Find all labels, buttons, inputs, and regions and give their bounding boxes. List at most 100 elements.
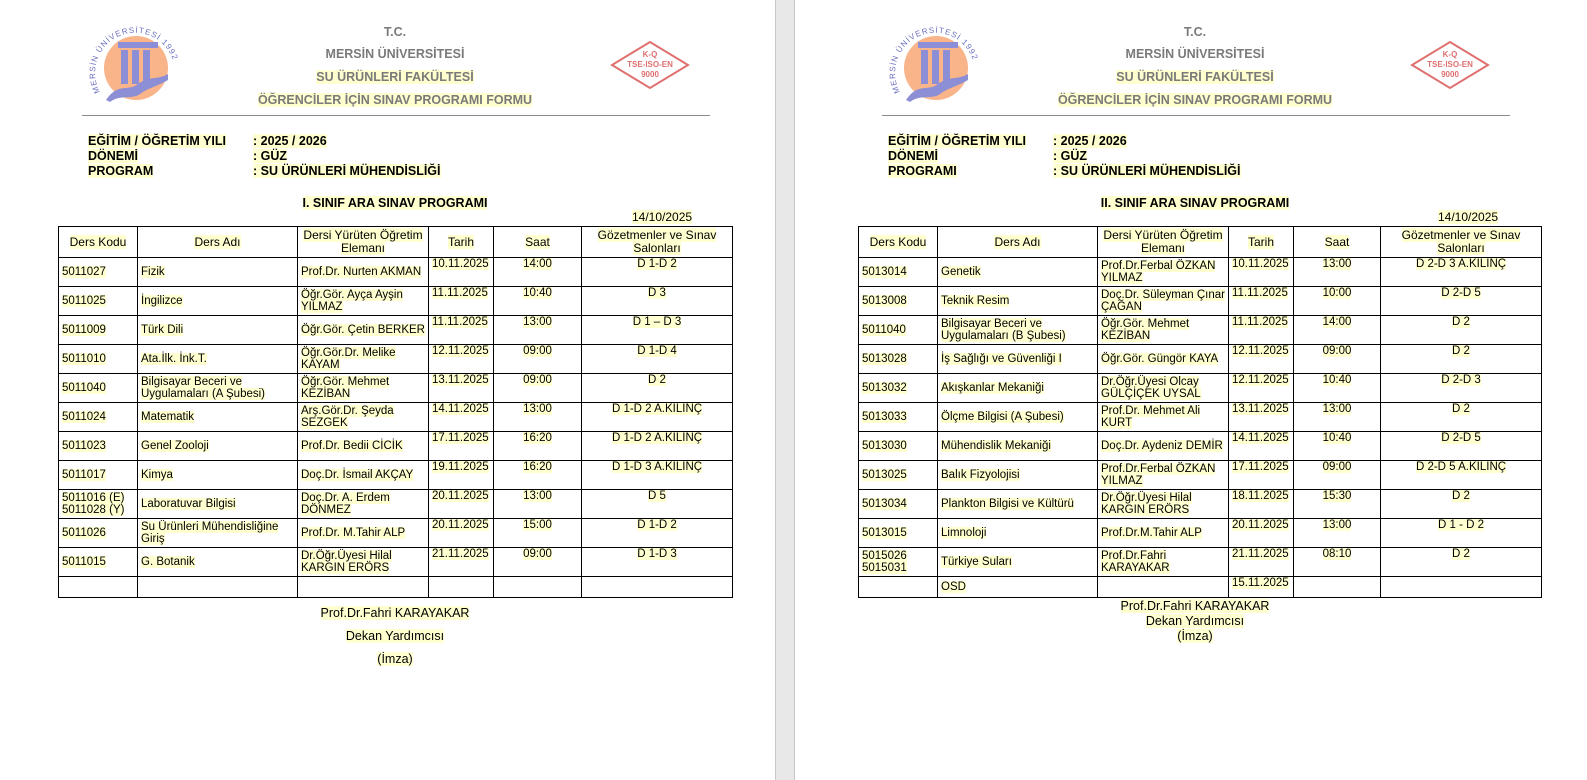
cell-instructor: Prof.Dr.Fahri KARAYAKAR	[1097, 547, 1229, 577]
cell-course-name: Laboratuvar Bilgisi	[137, 489, 298, 519]
cell-time: 16:20	[493, 460, 582, 490]
cell-date: 20.11.2025	[428, 518, 494, 548]
column-header-course-code: Ders Kodu	[858, 226, 938, 258]
info-label: PROGRAM	[88, 164, 154, 178]
cell-instructor	[1097, 576, 1229, 598]
cell-time: 13:00	[493, 315, 582, 345]
cell-time	[493, 576, 582, 598]
cell-date: 20.11.2025	[428, 489, 494, 519]
cell-time: 10:40	[1293, 431, 1381, 461]
svg-text:TSE-ISO-EN: TSE-ISO-EN	[1427, 60, 1473, 69]
cell-proctors-rooms: D 2-D 3	[1380, 373, 1542, 403]
cell-time: 09:00	[493, 373, 582, 403]
cell-date: 15.11.2025	[1228, 576, 1294, 598]
header-tc: T.C.	[383, 25, 407, 39]
university-logo: MERSİN ÜNİVERSİTESİ 1992	[88, 26, 179, 102]
cell-proctors-rooms: D 1-D 2 A.KILINÇ	[581, 402, 733, 432]
cell-instructor: Prof.Dr.Ferbal ÖZKAN YILMAZ	[1097, 257, 1229, 287]
cell-date: 11.11.2025	[428, 286, 494, 316]
svg-text:9000: 9000	[1441, 70, 1459, 79]
cell-instructor: Öğr.Gör. Çetin BERKER	[297, 315, 429, 345]
cell-instructor: Dr.Öğr.Üyesi Hilal KARGIN ERÖRS	[1097, 489, 1229, 519]
table-row: 5011015 G. Botanik Dr.Öğr.Üyesi Hilal KARG…	[58, 547, 733, 577]
cell-course-code: 5011017	[58, 460, 138, 490]
signature-role: Dekan Yardımcısı	[1145, 614, 1245, 628]
cell-instructor: Öğr.Gör. Güngör KAYA	[1097, 344, 1229, 374]
page-gap	[775, 0, 795, 780]
header-university: MERSİN ÜNİVERSİTESİ	[325, 47, 465, 61]
table-row: 5013032 Akışkanlar Mekaniği Dr.Öğr.Üyesi O…	[858, 373, 1542, 403]
cell-proctors-rooms: D 1-D 2 A.KILINÇ	[581, 431, 733, 461]
cell-course-code: 5011010	[58, 344, 138, 374]
cell-course-name: Mühendislik Mekaniği	[937, 431, 1098, 461]
cell-instructor: Öğr.Gör. Ayça Ayşin YILMAZ	[297, 286, 429, 316]
document-page: MERSİN ÜNİVERSİTESİ 1992 T.C. MERSİN ÜNİ…	[795, 0, 1587, 780]
cell-course-name: Teknik Resim	[937, 286, 1098, 316]
cell-course-code: 5011016 (E) 5011028 (Y)	[58, 489, 138, 519]
cell-course-code: 5011025	[58, 286, 138, 316]
cell-time: 10:00	[1293, 286, 1381, 316]
cell-time: 09:00	[1293, 344, 1381, 374]
signature-role: Dekan Yardımcısı	[345, 629, 445, 643]
cell-date: 19.11.2025	[428, 460, 494, 490]
cell-course-name: Akışkanlar Mekaniği	[937, 373, 1098, 403]
cell-course-code: 5011040	[58, 373, 138, 403]
cell-course-name: Bilgisayar Beceri ve Uygulamaları (A Şub…	[137, 373, 298, 403]
cell-course-name: G. Botanik	[137, 547, 298, 577]
cell-proctors-rooms: D 2	[1380, 344, 1542, 374]
table-row: 5013014 Genetik Prof.Dr.Ferbal ÖZKAN YILMA…	[858, 257, 1542, 287]
cell-date: 14.11.2025	[1228, 431, 1294, 461]
table-row: 5011023 Genel Zooloji Prof.Dr. Bedii CİCİK…	[58, 431, 733, 461]
cell-course-code: 5013025	[858, 460, 938, 490]
info-value: : GÜZ	[1053, 149, 1088, 163]
cell-date: 11.11.2025	[428, 315, 494, 345]
cell-course-name: Türk Dili	[137, 315, 298, 345]
cell-time: 10:40	[1293, 373, 1381, 403]
table-header-row: Ders Kodu Ders Adı Dersi Yürüten Öğretim E…	[58, 226, 733, 258]
cell-course-name: Matematik	[137, 402, 298, 432]
cell-date: 12.11.2025	[1228, 373, 1294, 403]
cell-instructor: Prof.Dr. M.Tahir ALP	[297, 518, 429, 548]
document-page: MERSİN ÜNİVERSİTESİ 1992 T.C. MERSİN ÜNİ…	[0, 0, 775, 780]
cell-course-code: 5015026 5015031	[858, 547, 938, 577]
cell-course-code: 5013028	[858, 344, 938, 374]
signature-name: Prof.Dr.Fahri KARAYAKAR	[320, 606, 470, 620]
cell-time: 15:00	[493, 518, 582, 548]
cell-instructor: Prof.Dr. Mehmet Ali KURT	[1097, 402, 1229, 432]
header-university: MERSİN ÜNİVERSİTESİ	[1125, 47, 1265, 61]
cell-date: 12.11.2025	[1228, 344, 1294, 374]
cell-course-code: 5013014	[858, 257, 938, 287]
column-header-time: Saat	[493, 226, 582, 258]
column-header-course-code: Ders Kodu	[58, 226, 138, 258]
svg-text:TSE-ISO-EN: TSE-ISO-EN	[627, 60, 673, 69]
cell-instructor: Öğr.Gör. Mehmet KEZİBAN	[1097, 315, 1229, 345]
info-value: : GÜZ	[253, 149, 288, 163]
column-header-instructor: Dersi Yürüten Öğretim Elemanı	[297, 226, 429, 258]
cell-instructor	[297, 576, 429, 598]
cell-instructor: Arş.Gör.Dr. Şeyda SEZGEK	[297, 402, 429, 432]
cell-course-name: Balık Fizyolojisi	[937, 460, 1098, 490]
cell-course-name: Su Ürünleri Mühendisliğine Giriş	[137, 518, 298, 548]
cell-time	[1293, 576, 1381, 598]
exam-schedule-table: Ders Kodu Ders Adı Dersi Yürüten Öğretim E…	[858, 226, 1542, 598]
cell-course-name: Fizik	[137, 257, 298, 287]
column-header-proctors-rooms: Gözetmenler ve Sınav Salonları	[581, 226, 733, 258]
info-value: : 2025 / 2026	[253, 134, 327, 148]
column-header-course-name: Ders Adı	[937, 226, 1098, 258]
cell-course-code	[58, 576, 138, 598]
cell-proctors-rooms: D 1-D 4	[581, 344, 733, 374]
table-row: 5013008 Teknik Resim Doç.Dr. Süleyman Çına…	[858, 286, 1542, 316]
cell-time: 15:30	[1293, 489, 1381, 519]
column-header-time: Saat	[1293, 226, 1381, 258]
column-header-proctors-rooms: Gözetmenler ve Sınav Salonları	[1380, 226, 1542, 258]
cell-date: 17.11.2025	[1228, 460, 1294, 490]
info-value: : 2025 / 2026	[1053, 134, 1127, 148]
column-header-date: Tarih	[1228, 226, 1294, 258]
exam-program-title: I. SINIF ARA SINAV PROGRAMI	[302, 196, 488, 210]
column-header-date: Tarih	[428, 226, 494, 258]
cell-proctors-rooms: D 2	[581, 373, 733, 403]
cell-course-code: 5013033	[858, 402, 938, 432]
cell-instructor: Dr.Öğr.Üyesi Olcay GÜLÇİÇEK UYSAL	[1097, 373, 1229, 403]
cell-proctors-rooms: D 1 – D 3	[581, 315, 733, 345]
cell-date: 14.11.2025	[428, 402, 494, 432]
